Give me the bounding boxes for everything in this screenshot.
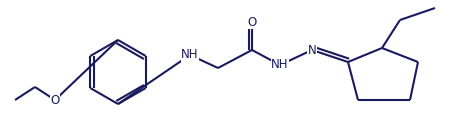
Text: N: N (308, 43, 316, 56)
Text: O: O (247, 15, 257, 29)
Text: O: O (50, 94, 60, 107)
Text: NH: NH (181, 48, 199, 62)
Text: NH: NH (271, 59, 289, 71)
